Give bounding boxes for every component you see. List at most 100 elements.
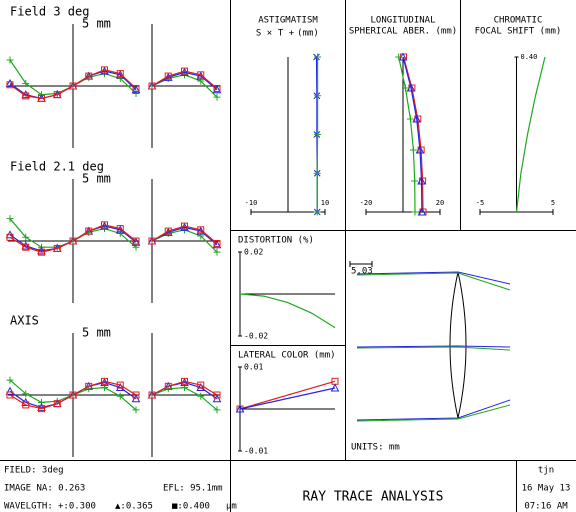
marker [235,404,245,413]
marker [148,237,156,245]
efl: EFL: 95.1mm [163,484,223,494]
footer: FIELD: 3deg IMAGE NA: 0.263 EFL: 95.1mm … [4,466,570,512]
marker [53,244,61,252]
marker [85,227,93,235]
marker [132,391,140,399]
marker [85,72,93,80]
user: tjn [538,466,554,476]
units-label: UNITS: mm [351,443,400,453]
series-line [9,224,137,253]
marker [164,72,172,80]
marker [401,84,409,92]
scale-label: 5.03 [351,267,373,277]
marker [38,405,45,413]
series-line [151,71,218,91]
lens-view: 5.03 UNITS: mm [349,261,511,453]
scale-label: 5 mm [82,17,111,31]
fan-title: Field 2.1 deg [10,160,104,174]
marker [213,391,221,399]
marker [69,82,77,90]
marker [6,215,14,223]
panel-subtitle: S × [256,29,272,39]
marker [132,237,140,245]
footer-title: RAY TRACE ANALYSIS [303,490,444,505]
marker [213,248,221,256]
marker [213,93,221,101]
marker [411,177,419,185]
marker [406,115,414,123]
marker [116,381,124,389]
wavelength: ■:0.400 [172,502,210,512]
marker [213,239,221,247]
field-label: FIELD: 3deg [4,466,64,476]
tick-label: -0.01 [244,447,268,456]
marker [116,225,124,233]
panel-title: SPHERICAL ABER. (mm) [349,27,457,37]
marker [37,402,46,411]
marker [85,382,93,390]
marker [6,376,14,384]
panel-title: LATERAL COLOR (mm) [238,351,336,361]
marker [116,392,124,400]
marker [22,92,30,100]
series-line [239,387,336,410]
marker [22,233,30,241]
series-line [398,56,416,213]
tick-label: -10 [245,199,258,207]
panel-subtitle: (mm) [297,29,319,39]
marker [132,84,140,92]
panel-title: LONGITUDINAL [370,16,435,26]
panel-title: ASTIGMATISM [258,16,318,26]
series-line [151,226,218,246]
marker [164,382,172,390]
marker [212,240,222,249]
ray [356,404,511,422]
series-line [9,69,137,100]
marker [38,248,45,256]
image-na: IMAGE NA: 0.263 [4,484,85,494]
ray [356,272,511,291]
marker [409,146,417,154]
fan-title: AXIS [10,314,39,328]
tick-label: 5 [551,199,555,207]
marker [395,53,403,61]
marker [197,226,205,234]
tick-label: 20 [436,199,444,207]
marker [212,85,222,94]
marker [5,78,15,88]
ray [356,271,511,285]
ray [356,346,511,351]
marker [22,243,30,251]
marker [411,208,419,216]
marker [22,80,30,88]
marker [37,246,46,255]
marker [417,207,427,216]
wavelength-label: WAVELGTH: [4,502,53,512]
marker [148,82,156,90]
marker [197,71,205,79]
series-line [239,380,336,410]
marker [5,386,15,395]
marker [164,227,172,235]
marker [213,406,221,414]
time: 07:16 AM [524,502,568,512]
wavelength: +:0.300 [58,502,96,512]
series-line [151,70,218,89]
scale-label: 5 mm [82,172,111,186]
marker [6,233,14,241]
wavelength: ▲:0.365 [115,502,153,512]
tick-label: 0.02 [244,248,263,257]
series-line [239,293,336,329]
marker [101,377,108,385]
series-line [151,225,218,244]
marker [181,377,188,385]
marker [314,92,322,100]
marker [314,131,322,138]
fan-title: Field 3 deg [10,5,89,19]
tick-label: -0.02 [244,332,268,341]
marker [406,83,416,92]
marker [38,94,45,102]
panel-title: DISTORTION (%) [238,236,314,246]
